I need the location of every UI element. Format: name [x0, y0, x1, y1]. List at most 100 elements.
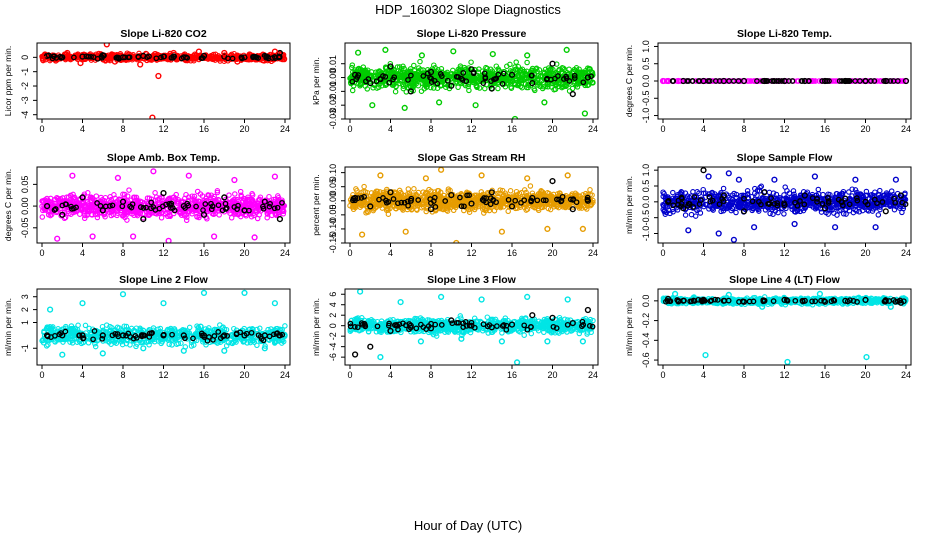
- data-point-black: [58, 55, 65, 61]
- data-point: [697, 210, 704, 216]
- y-tick-label: 0.05: [20, 176, 30, 194]
- data-point: [820, 191, 826, 198]
- data-point-colored: [195, 48, 203, 55]
- data-point-black: [499, 80, 506, 87]
- data-point-black: [355, 195, 361, 201]
- y-tick-label: 0.0: [641, 75, 651, 88]
- data-point-black: [349, 78, 356, 85]
- x-tick-label: 8: [120, 248, 125, 258]
- data-point: [411, 62, 417, 69]
- data-point: [194, 188, 201, 195]
- data-point: [543, 83, 549, 90]
- data-point-colored: [137, 61, 144, 68]
- data-point: [758, 183, 765, 190]
- data-point: [431, 189, 438, 195]
- data-point-black: [427, 74, 433, 81]
- data-point-colored: [126, 51, 133, 58]
- data-point: [474, 75, 480, 81]
- data-point-black: [488, 78, 494, 84]
- data-point-black: [902, 77, 910, 85]
- data-point: [850, 209, 857, 216]
- data-point: [124, 209, 131, 216]
- data-point: [677, 78, 684, 84]
- data-point-black: [122, 54, 128, 61]
- data-point-black: [250, 53, 256, 60]
- data-point-black: [202, 201, 209, 207]
- data-point: [724, 199, 730, 206]
- data-points: [39, 168, 288, 243]
- data-point: [854, 189, 860, 196]
- data-point: [709, 190, 715, 197]
- data-point-colored: [185, 172, 192, 179]
- data-point: [554, 203, 560, 210]
- data-point-black: [184, 55, 191, 61]
- data-point-colored: [418, 52, 426, 59]
- data-point: [466, 209, 473, 215]
- data-point: [256, 197, 262, 203]
- data-point: [488, 204, 495, 210]
- data-point: [47, 195, 54, 202]
- data-point: [373, 191, 379, 197]
- data-point: [376, 202, 383, 209]
- data-point: [72, 196, 79, 203]
- data-point-black: [79, 194, 86, 201]
- x-tick-label: 16: [199, 248, 209, 258]
- data-point-black: [448, 82, 455, 89]
- data-point-black: [468, 200, 475, 207]
- data-point-colored: [436, 99, 443, 106]
- data-point: [106, 197, 112, 204]
- data-point-black: [367, 203, 374, 210]
- data-point-black: [819, 78, 826, 84]
- data-point-black: [487, 201, 494, 208]
- x-tick-label: 8: [741, 124, 746, 134]
- data-point-black: [846, 78, 853, 84]
- data-point: [754, 192, 760, 198]
- data-point: [825, 211, 831, 217]
- data-point-colored: [150, 168, 157, 175]
- y-tick-label: -0.02: [328, 95, 338, 116]
- data-point-black: [559, 193, 566, 200]
- data-point-black: [350, 197, 356, 204]
- data-point-colored: [155, 72, 162, 80]
- data-point-black: [871, 78, 878, 84]
- data-point-black: [221, 194, 228, 201]
- data-point-black: [255, 55, 262, 61]
- data-point-black: [97, 203, 104, 209]
- y-tick-label: -2: [20, 82, 30, 90]
- data-point: [527, 183, 534, 189]
- data-point-black: [404, 198, 411, 205]
- data-point-black: [543, 197, 549, 204]
- x-tick-label: 24: [901, 124, 911, 134]
- data-point-black: [884, 78, 890, 84]
- data-point: [868, 191, 875, 198]
- data-point-black: [461, 203, 467, 210]
- x-tick-label: 12: [466, 124, 476, 134]
- data-point-black: [779, 78, 785, 84]
- data-point-colored: [489, 50, 496, 58]
- data-point: [112, 202, 119, 208]
- x-tick-label: 12: [779, 124, 789, 134]
- data-point-black: [223, 205, 230, 211]
- data-point-black: [143, 204, 149, 211]
- data-point: [745, 204, 752, 211]
- data-point-black: [238, 54, 245, 61]
- data-point: [281, 56, 288, 63]
- data-point-black: [481, 70, 488, 77]
- data-point: [720, 185, 727, 192]
- data-point-black: [260, 205, 267, 212]
- x-tick-label: 4: [388, 248, 393, 258]
- data-point-colored: [524, 52, 531, 59]
- y-axis-label: kPa per min.: [311, 57, 321, 105]
- data-point-black: [563, 73, 569, 80]
- data-point: [232, 211, 238, 217]
- data-point: [791, 191, 797, 198]
- x-tick-label: 12: [158, 248, 168, 258]
- data-point: [77, 206, 84, 213]
- y-tick-label: -0.10: [328, 219, 338, 240]
- data-point-black: [98, 53, 105, 60]
- data-point-black: [868, 78, 874, 84]
- data-point-black: [276, 216, 284, 223]
- data-point-black: [386, 79, 393, 86]
- data-point: [68, 200, 74, 206]
